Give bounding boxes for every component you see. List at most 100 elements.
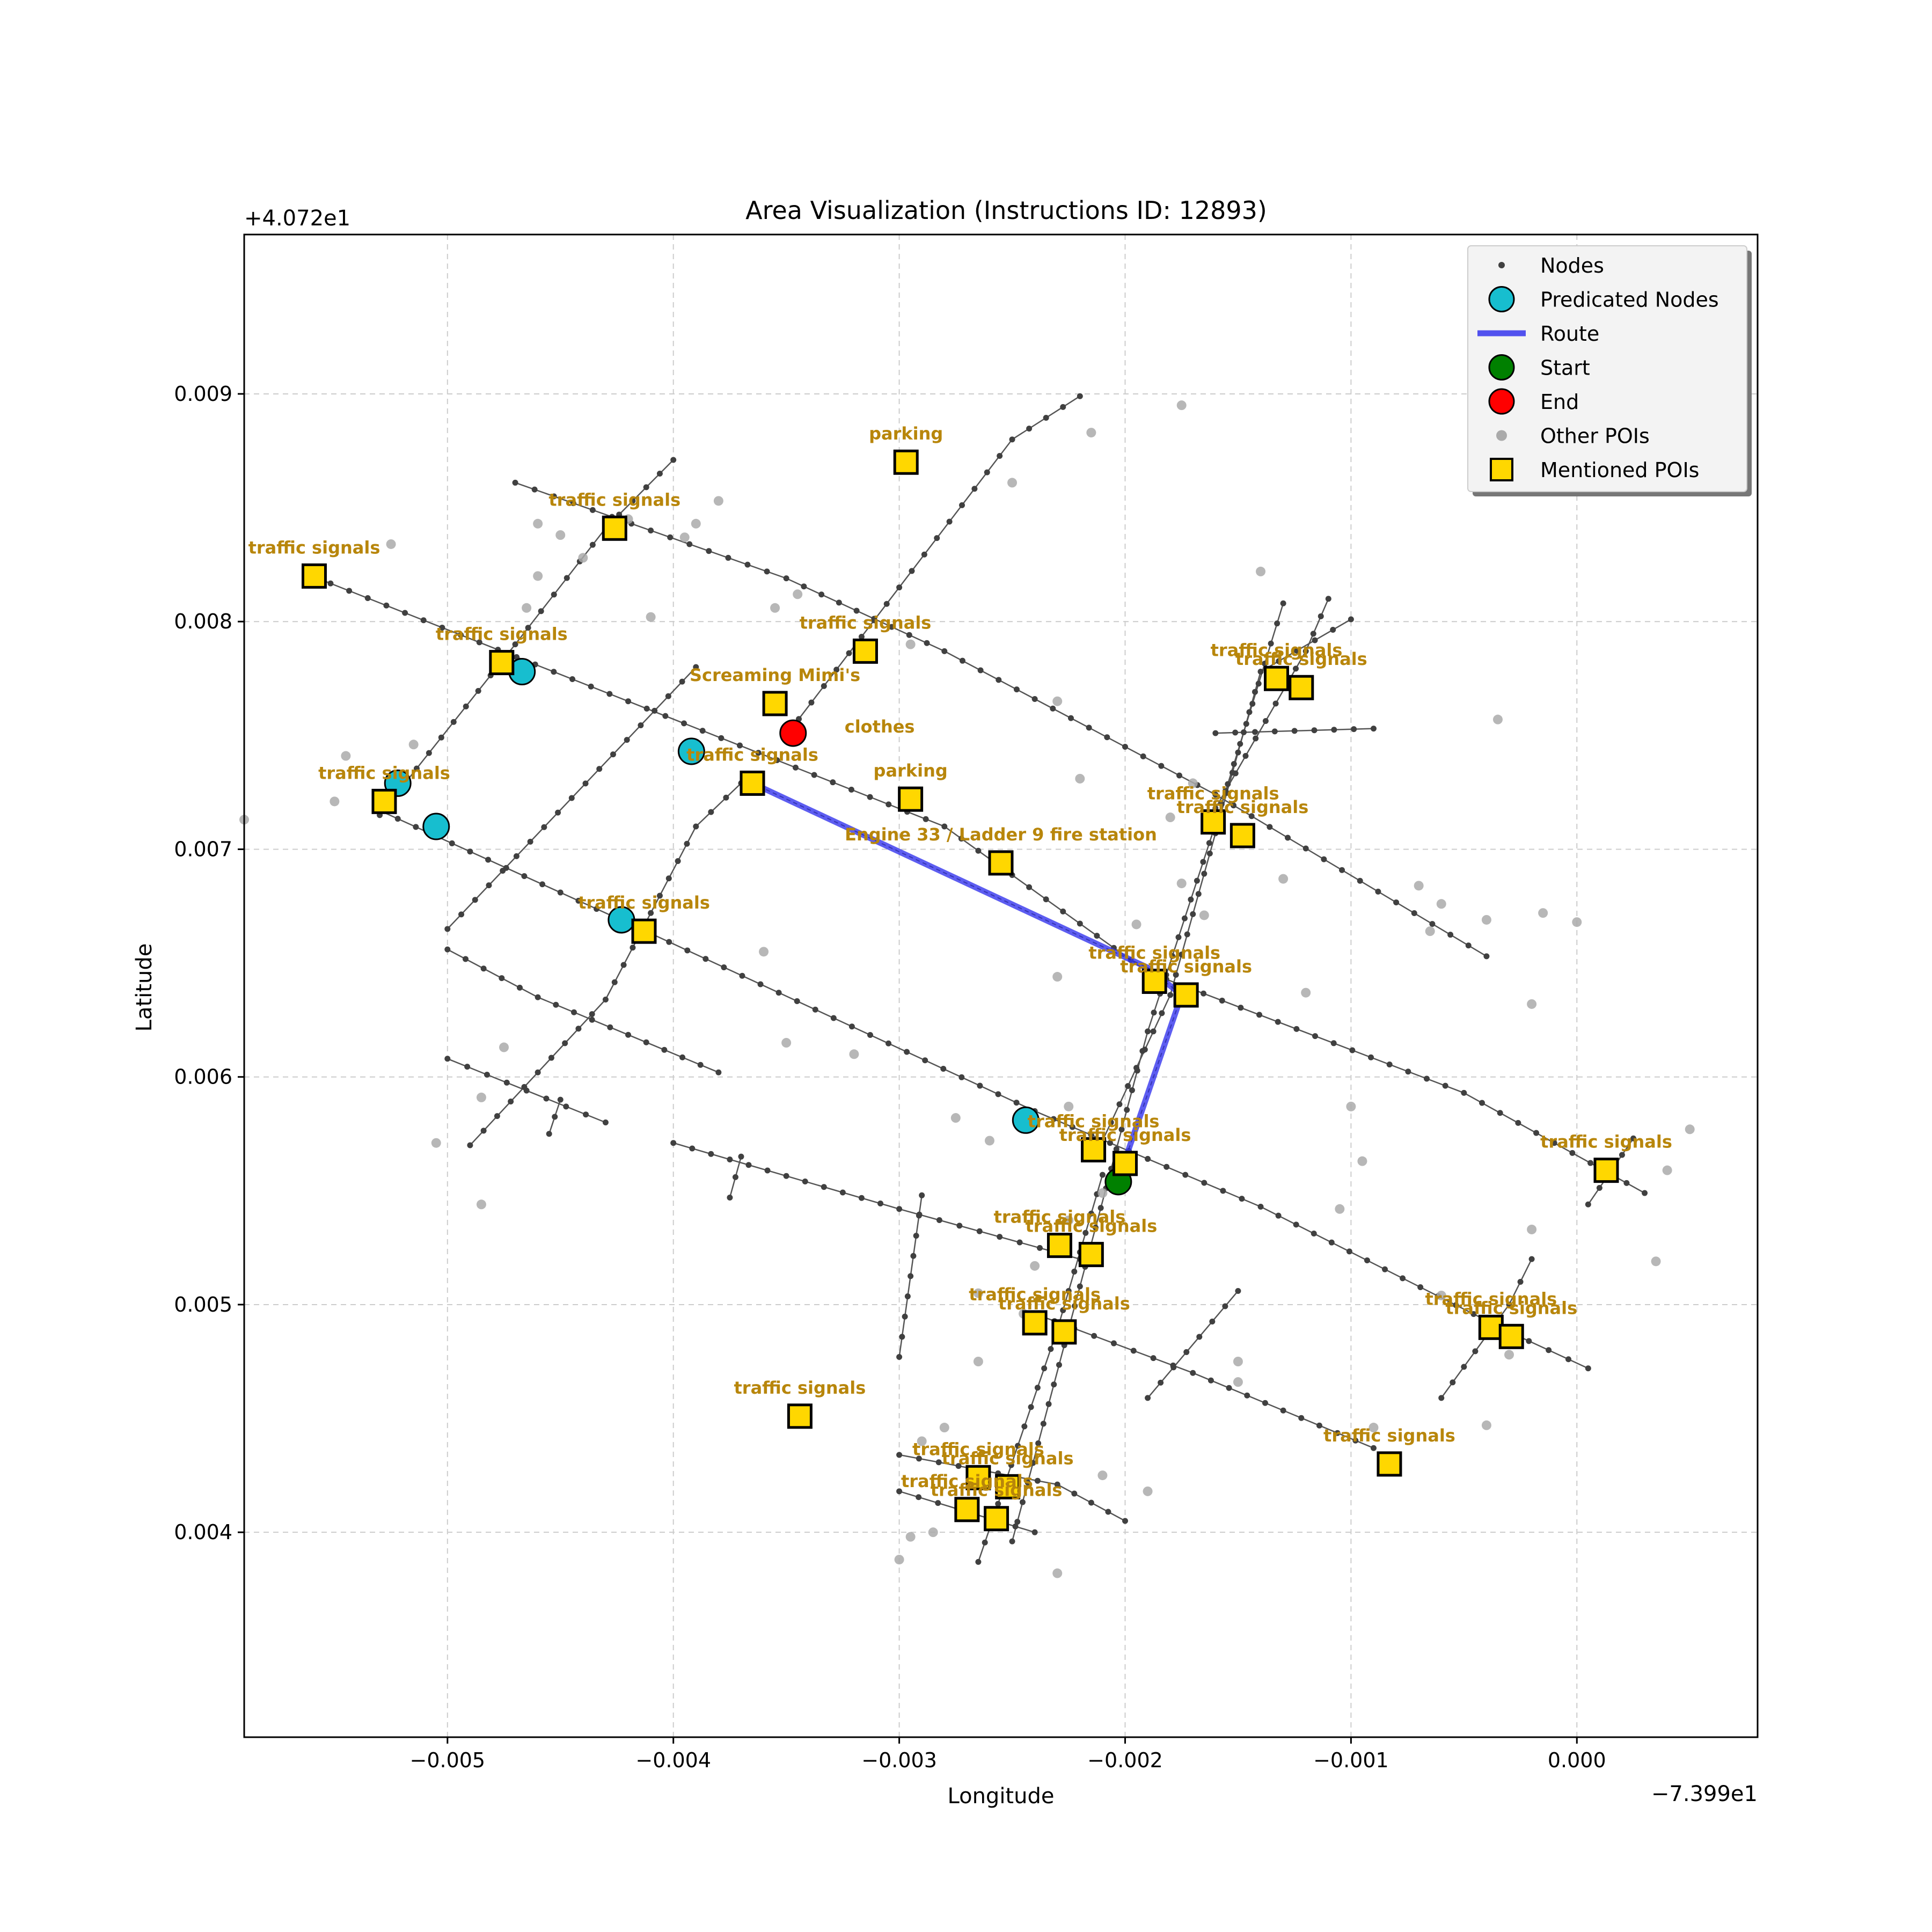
street-node bbox=[1151, 1009, 1157, 1016]
other-poi bbox=[431, 1138, 441, 1148]
street-node bbox=[543, 1095, 550, 1102]
street-node bbox=[1291, 728, 1298, 734]
street-node bbox=[1175, 934, 1182, 940]
legend-marker bbox=[1488, 286, 1515, 312]
street-node bbox=[1145, 1028, 1151, 1035]
street-node bbox=[1105, 1509, 1111, 1515]
street-node bbox=[1060, 908, 1066, 914]
street-node bbox=[1267, 824, 1273, 830]
street-node bbox=[551, 591, 557, 598]
street-node bbox=[867, 794, 873, 800]
other-poi bbox=[905, 639, 916, 649]
x-tick-label-2: −0.003 bbox=[861, 1748, 937, 1772]
other-poi bbox=[679, 532, 690, 543]
other-poi bbox=[555, 530, 566, 540]
mentioned-poi-marker bbox=[1377, 1451, 1402, 1477]
mentioned-poi-label: traffic signals bbox=[901, 1471, 1033, 1491]
legend-marker bbox=[1488, 388, 1515, 415]
mentioned-poi-marker bbox=[1081, 1137, 1107, 1162]
other-poi bbox=[1357, 1156, 1367, 1166]
street-node bbox=[896, 1206, 903, 1212]
mentioned-poi-label: traffic signals bbox=[931, 1480, 1063, 1501]
street-node bbox=[620, 962, 627, 968]
street-node bbox=[1274, 620, 1280, 627]
street-node bbox=[1088, 1132, 1094, 1138]
street-node bbox=[1091, 1333, 1097, 1339]
mentioned-poi-label: parking bbox=[869, 423, 943, 444]
street-node bbox=[1328, 1239, 1335, 1246]
street-node bbox=[885, 1040, 892, 1046]
other-poi bbox=[1651, 1256, 1661, 1267]
predicated-nodes bbox=[384, 658, 1040, 1134]
street-node bbox=[1272, 700, 1279, 707]
street-node bbox=[589, 1011, 595, 1018]
street-node bbox=[1569, 1150, 1576, 1156]
street-node bbox=[643, 705, 650, 712]
mentioned-poi-label: traffic signals bbox=[686, 744, 818, 765]
legend-label: Route bbox=[1540, 322, 1599, 346]
street-node bbox=[924, 640, 930, 646]
street-node bbox=[1009, 436, 1015, 443]
street-node bbox=[916, 1455, 922, 1462]
street-node bbox=[1364, 1257, 1370, 1264]
mentioned-poi-marker bbox=[1141, 969, 1167, 994]
street-node bbox=[858, 1195, 865, 1201]
street-node bbox=[1179, 952, 1185, 958]
street-node bbox=[723, 794, 729, 801]
street-node bbox=[697, 1062, 704, 1068]
street-node bbox=[997, 1234, 1003, 1240]
street-node bbox=[1170, 1364, 1177, 1371]
street-node bbox=[811, 772, 817, 778]
street-node bbox=[594, 906, 600, 912]
street-node bbox=[624, 737, 630, 743]
street-node bbox=[958, 1074, 965, 1080]
other-poi bbox=[793, 589, 803, 599]
street-node bbox=[848, 786, 854, 793]
street-node bbox=[1118, 1126, 1125, 1133]
legend-label: Nodes bbox=[1540, 254, 1604, 277]
street-node bbox=[1450, 1379, 1456, 1386]
street-node bbox=[449, 840, 455, 846]
street-node bbox=[1176, 772, 1183, 779]
street-node bbox=[500, 868, 506, 874]
street-node bbox=[679, 678, 685, 685]
street-node bbox=[1054, 1481, 1060, 1488]
street-node bbox=[909, 568, 915, 574]
street-node bbox=[721, 964, 727, 970]
other-poi bbox=[408, 740, 419, 750]
street-node bbox=[1104, 734, 1110, 741]
street-node bbox=[1043, 896, 1049, 903]
x-tick-label-5: 0.000 bbox=[1548, 1748, 1606, 1772]
street-node bbox=[1249, 700, 1256, 707]
street-node bbox=[975, 847, 982, 854]
street-node bbox=[1262, 718, 1269, 724]
legend: Nodes Predicated Nodes Route Start End Other … bbox=[1467, 245, 1752, 496]
street-node bbox=[1642, 1190, 1648, 1196]
street-node bbox=[1257, 1204, 1264, 1210]
street-node bbox=[775, 990, 782, 996]
street-node bbox=[606, 691, 613, 697]
mentioned-poi-label: traffic signals bbox=[1059, 1125, 1191, 1145]
street-node bbox=[744, 561, 751, 568]
street-node bbox=[910, 1253, 917, 1259]
street-node bbox=[402, 610, 408, 616]
street-node bbox=[1206, 850, 1213, 857]
street-node bbox=[818, 591, 825, 598]
street-node bbox=[839, 1189, 846, 1196]
street-node bbox=[1040, 1421, 1046, 1427]
street-node bbox=[1453, 1302, 1459, 1308]
street-node bbox=[1021, 1423, 1028, 1430]
street-node bbox=[1321, 856, 1327, 862]
street-node bbox=[923, 816, 929, 822]
mentioned-poi-marker bbox=[1051, 1319, 1077, 1345]
mentioned-poi-marker bbox=[984, 1506, 1009, 1532]
street-node bbox=[1533, 1130, 1540, 1136]
street-node bbox=[867, 1032, 873, 1038]
mentioned-poi-marker bbox=[301, 563, 327, 589]
street-node bbox=[725, 554, 731, 561]
other-poi bbox=[1097, 1188, 1108, 1198]
y-tick-label-5: 0.009 bbox=[174, 382, 232, 406]
street-node bbox=[1043, 415, 1049, 421]
mentioned-poi-marker bbox=[988, 850, 1014, 876]
